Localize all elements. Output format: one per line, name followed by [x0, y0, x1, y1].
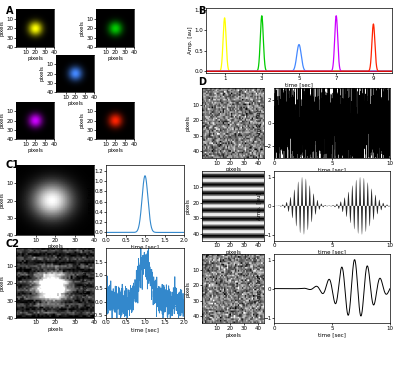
Text: B: B: [198, 6, 205, 16]
Y-axis label: Amp. [au]: Amp. [au]: [257, 192, 262, 220]
X-axis label: pixels: pixels: [27, 148, 43, 153]
X-axis label: time [sec]: time [sec]: [318, 250, 346, 255]
X-axis label: time [sec]: time [sec]: [131, 327, 159, 332]
X-axis label: pixels: pixels: [67, 101, 83, 106]
X-axis label: time [sec]: time [sec]: [131, 244, 159, 249]
Text: C2: C2: [6, 239, 20, 249]
X-axis label: time [sec]: time [sec]: [285, 82, 313, 88]
Y-axis label: pixels: pixels: [0, 20, 5, 36]
Y-axis label: amp. [au]: amp. [au]: [84, 269, 88, 297]
Y-axis label: pixels: pixels: [80, 112, 85, 128]
X-axis label: time [sec]: time [sec]: [318, 167, 346, 172]
X-axis label: pixels: pixels: [107, 56, 123, 61]
Y-axis label: Amp. [au]: Amp. [au]: [257, 109, 262, 137]
X-axis label: pixels: pixels: [47, 327, 63, 332]
Y-axis label: pixels: pixels: [186, 115, 191, 131]
Y-axis label: pixels: pixels: [80, 20, 85, 36]
Y-axis label: pixels: pixels: [0, 112, 5, 128]
X-axis label: time [sec]: time [sec]: [318, 332, 346, 338]
Text: A: A: [6, 6, 14, 16]
Y-axis label: pixels: pixels: [0, 275, 5, 291]
Text: D: D: [198, 77, 206, 87]
Y-axis label: pixels: pixels: [40, 65, 45, 81]
X-axis label: pixels: pixels: [225, 250, 241, 255]
Text: C1: C1: [6, 160, 20, 170]
Y-axis label: pixels: pixels: [0, 192, 5, 208]
Y-axis label: Amp. [au]: Amp. [au]: [257, 275, 262, 302]
X-axis label: pixels: pixels: [225, 332, 241, 338]
Y-axis label: pixels: pixels: [186, 198, 191, 214]
Y-axis label: Amp. [au]: Amp. [au]: [188, 27, 193, 54]
X-axis label: pixels: pixels: [107, 148, 123, 153]
X-axis label: pixels: pixels: [27, 56, 43, 61]
Y-axis label: amp. [au]: amp. [au]: [88, 186, 93, 214]
Y-axis label: pixels: pixels: [186, 280, 191, 297]
X-axis label: pixels: pixels: [225, 167, 241, 172]
X-axis label: pixels: pixels: [47, 244, 63, 249]
